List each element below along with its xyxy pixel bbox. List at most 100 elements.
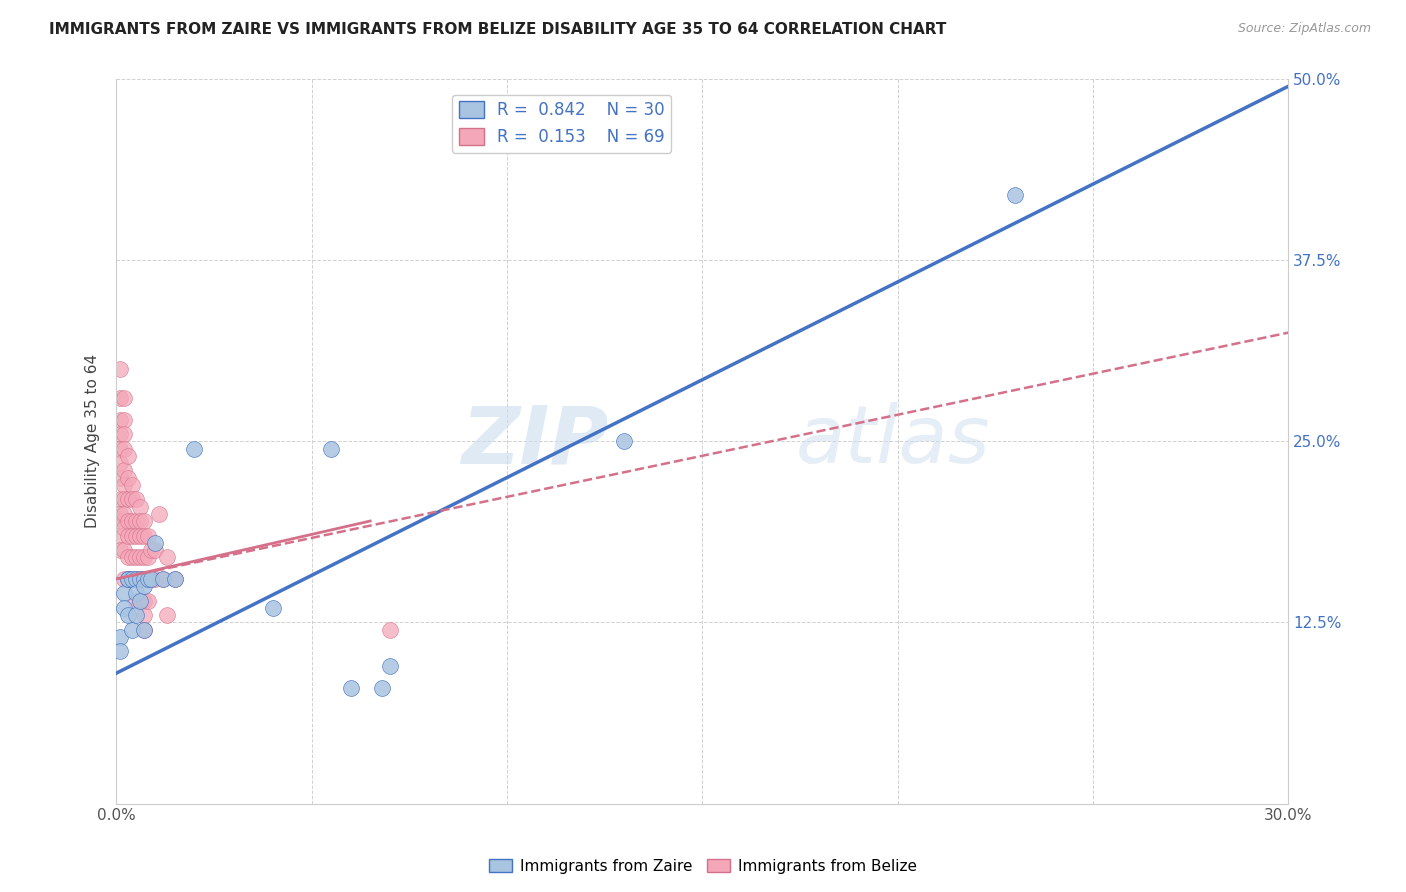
Point (121, 572, 143, 586)
Point (112, 586, 135, 600)
Point (132, 608, 155, 623)
Point (141, 572, 163, 586)
Point (141, 572, 163, 586)
Point (128, 572, 150, 586)
Point (371, 681, 394, 695)
Point (132, 579, 155, 593)
Point (339, 681, 361, 695)
Legend: Immigrants from Zaire, Immigrants from Belize: Immigrants from Zaire, Immigrants from B… (482, 853, 924, 880)
Point (132, 623, 155, 637)
Point (1004, 188, 1026, 202)
Point (108, 492, 131, 507)
Text: atlas: atlas (796, 402, 991, 480)
Point (108, 456, 131, 470)
Point (108, 514, 131, 528)
Point (163, 572, 186, 586)
Point (108, 391, 131, 405)
Point (128, 514, 150, 528)
Point (108, 412, 131, 426)
Point (117, 528, 139, 542)
Point (125, 572, 148, 586)
Point (125, 550, 148, 565)
Point (321, 442, 343, 456)
Point (112, 601, 135, 615)
Point (132, 593, 155, 607)
Point (378, 623, 401, 637)
Point (132, 572, 155, 586)
Point (108, 507, 131, 521)
Point (125, 608, 148, 623)
Point (143, 572, 166, 586)
Point (613, 434, 636, 449)
Point (262, 601, 284, 615)
Point (108, 361, 131, 376)
Point (117, 572, 139, 586)
Point (117, 492, 139, 507)
Point (125, 593, 148, 607)
Point (108, 442, 131, 456)
Point (136, 593, 159, 607)
Point (112, 507, 135, 521)
Point (128, 572, 150, 586)
Point (132, 528, 155, 542)
Point (121, 492, 143, 507)
Point (108, 630, 131, 644)
Point (132, 623, 155, 637)
Point (112, 572, 135, 586)
Point (112, 391, 135, 405)
Point (108, 644, 131, 658)
Point (125, 528, 148, 542)
Point (108, 543, 131, 558)
Point (132, 550, 155, 565)
Point (108, 470, 131, 484)
Point (117, 608, 139, 623)
Point (132, 514, 155, 528)
Point (136, 528, 159, 542)
Point (112, 442, 135, 456)
Point (183, 442, 205, 456)
Point (112, 521, 135, 535)
Point (152, 572, 174, 586)
Point (112, 463, 135, 477)
Point (121, 572, 143, 586)
Point (121, 514, 143, 528)
Text: ZIP: ZIP (461, 402, 609, 480)
Point (117, 550, 139, 565)
Point (117, 470, 139, 484)
Point (117, 449, 139, 463)
Point (378, 659, 401, 673)
Point (136, 572, 159, 586)
Point (152, 572, 174, 586)
Point (108, 528, 131, 542)
Point (143, 535, 166, 549)
Legend: R =  0.842    N = 30, R =  0.153    N = 69: R = 0.842 N = 30, R = 0.153 N = 69 (453, 95, 671, 153)
Point (136, 572, 159, 586)
Text: Source: ZipAtlas.com: Source: ZipAtlas.com (1237, 22, 1371, 36)
Point (112, 412, 135, 426)
Point (125, 492, 148, 507)
Point (156, 608, 179, 623)
Point (136, 550, 159, 565)
Point (125, 572, 148, 586)
Point (125, 514, 148, 528)
Point (112, 427, 135, 442)
Y-axis label: Disability Age 35 to 64: Disability Age 35 to 64 (86, 354, 100, 528)
Point (112, 543, 135, 558)
Point (163, 572, 186, 586)
Point (148, 507, 170, 521)
Point (125, 586, 148, 600)
Point (128, 550, 150, 565)
Point (141, 543, 163, 558)
Point (121, 623, 143, 637)
Point (143, 543, 166, 558)
Point (128, 593, 150, 607)
Point (132, 572, 155, 586)
Point (117, 514, 139, 528)
Point (128, 593, 150, 607)
Point (112, 492, 135, 507)
Point (156, 550, 179, 565)
Point (121, 477, 143, 491)
Point (121, 550, 143, 565)
Point (117, 572, 139, 586)
Point (112, 477, 135, 491)
